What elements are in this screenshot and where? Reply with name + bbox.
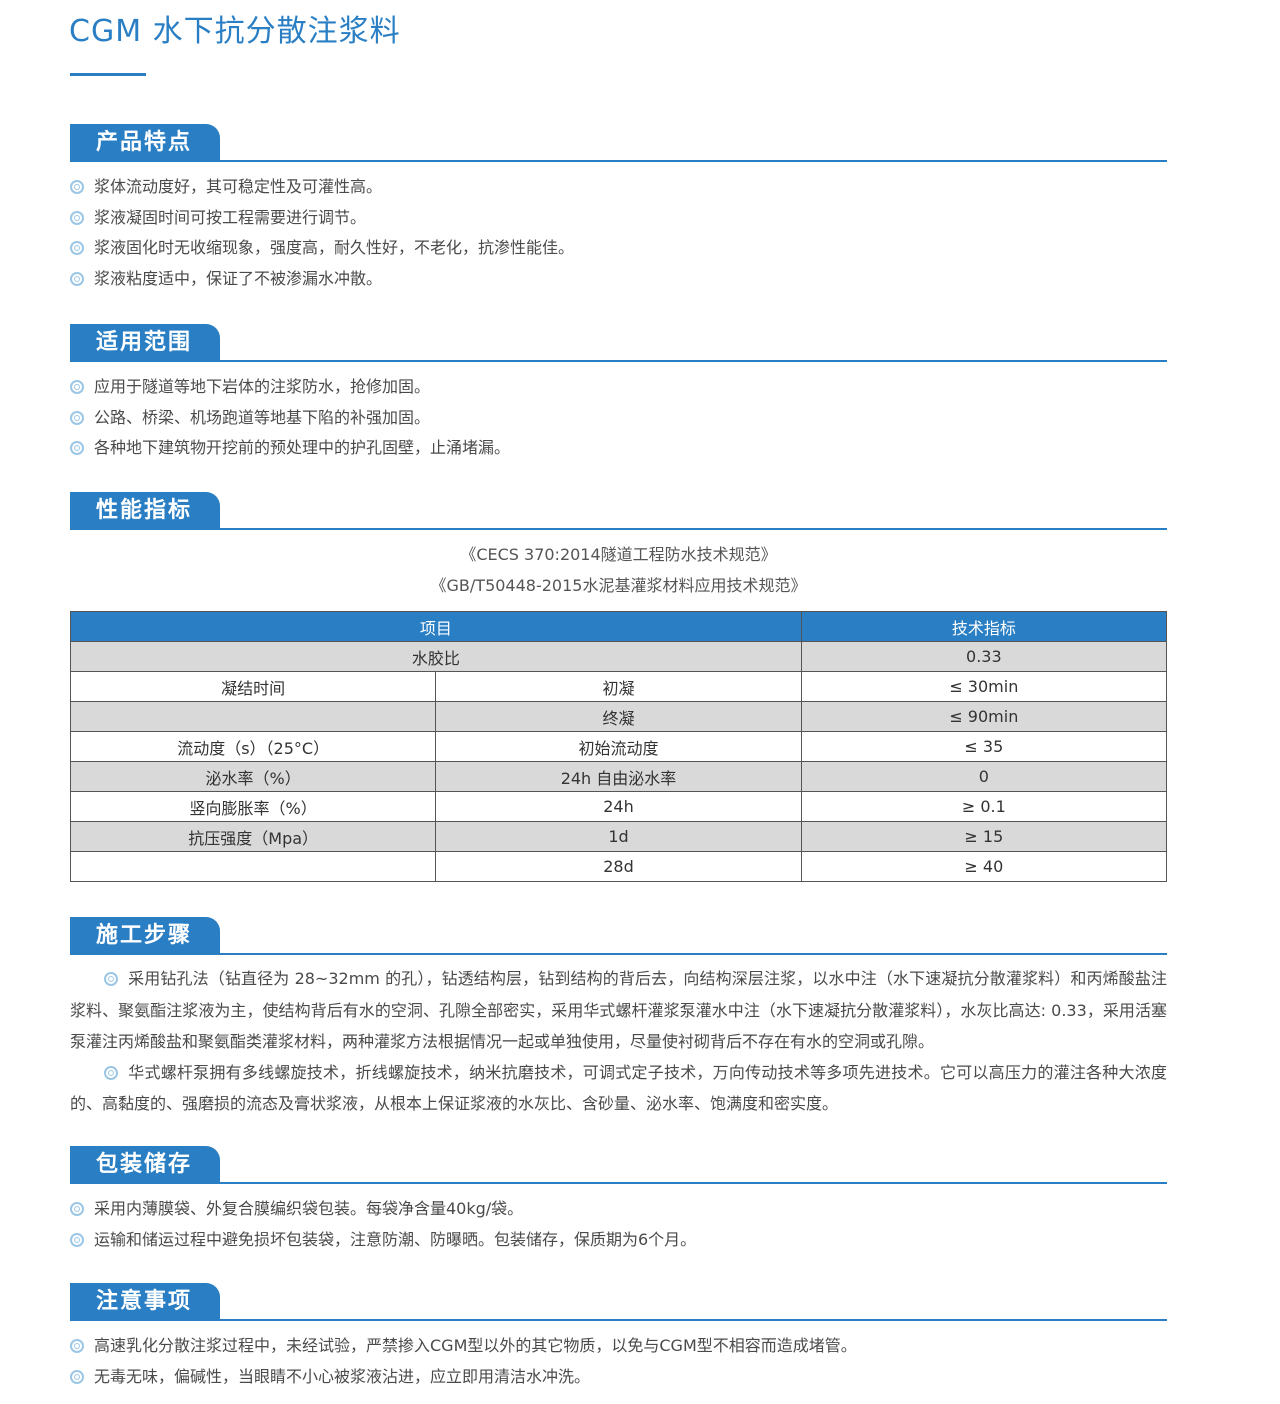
table-row: 流动度（s）（25°C） 初始流动度 ≤ 35 (69, 731, 1168, 762)
divider (70, 953, 1167, 955)
table-cell (69, 701, 437, 732)
double-circle-icon (70, 1202, 84, 1216)
list-item: 无毒无味，偏碱性，当眼睛不小心被浆液沾进，应立即用清洁水冲洗。 (70, 1362, 1167, 1393)
section-heading: 包装储存 (70, 1146, 220, 1184)
table-cell: ≤ 90min (800, 701, 1168, 732)
paragraph: 采用钻孔法（钻直径为 28~32mm 的孔），钻透结构层，钻到结构的背后去，向结… (70, 969, 1167, 1051)
table-cell: 泌水率（%） (69, 761, 437, 792)
double-circle-icon (70, 1369, 84, 1384)
table-cell: ≥ 40 (800, 851, 1168, 882)
double-circle-icon (70, 180, 84, 194)
list-item: 各种地下建筑物开挖前的预处理中的护孔固壁，止涌堵漏。 (70, 433, 1167, 464)
double-circle-icon (70, 1339, 84, 1353)
list-item: 公路、桥梁、机场跑道等地基下陷的补强加固。 (70, 403, 1167, 434)
list-item: 浆体流动度好，其可稳定性及可灌性高。 (70, 172, 1167, 203)
section-heading: 施工步骤 (70, 917, 220, 955)
table-cell: 流动度（s）（25°C） (69, 731, 437, 762)
table-header: 项目 (70, 611, 802, 642)
section-header: 产品特点 (70, 124, 1167, 162)
construction-text: 采用钻孔法（钻直径为 28~32mm 的孔），钻透结构层，钻到结构的背后去，向结… (70, 955, 1167, 1119)
divider (70, 528, 1167, 530)
title-underline (70, 73, 146, 76)
section-header: 注意事项 (70, 1283, 1167, 1321)
list-item: 应用于隧道等地下岩体的注浆防水，抢修加固。 (70, 372, 1167, 403)
section-heading: 适用范围 (70, 324, 220, 362)
divider (70, 160, 1167, 162)
table-cell: 初凝 (435, 671, 802, 702)
table-row: 28d ≥ 40 (69, 851, 1168, 882)
table-cell: 0 (800, 761, 1168, 792)
section-performance: 性能指标 《CECS 370:2014隧道工程防水技术规范》 《GB/T5044… (69, 492, 1168, 882)
table-row: 终凝 ≤ 90min (69, 701, 1168, 732)
divider (70, 1319, 1167, 1321)
double-circle-icon (70, 210, 84, 225)
section-header: 包装储存 (70, 1146, 1167, 1184)
table-cell: ≤ 30min (800, 671, 1168, 702)
spec-table: 项目 技术指标 水胶比 0.33 凝结时间 初凝 ≤ 30min 终凝 ≤ 90min 流动度… (69, 611, 1168, 882)
double-circle-icon (104, 1065, 118, 1080)
table-cell: 24h 自由泌水率 (435, 761, 802, 792)
standard-reference: 《CECS 370:2014隧道工程防水技术规范》 (460, 545, 777, 564)
list-item: 浆液粘度适中，保证了不被渗漏水冲散。 (70, 264, 1167, 295)
section-header: 性能指标 (70, 492, 1167, 530)
double-circle-icon (70, 271, 84, 286)
section-heading: 性能指标 (70, 492, 220, 530)
section-heading: 注意事项 (70, 1283, 220, 1321)
section-heading: 产品特点 (70, 124, 220, 162)
table-cell: 凝结时间 (69, 671, 437, 702)
list-item: 高速乳化分散注浆过程中，未经试验，严禁掺入CGM型以外的其它物质，以免与CGM型… (70, 1331, 1167, 1362)
table-row: 水胶比 0.33 (70, 641, 1168, 672)
list-item: 浆液固化时无收缩现象，强度高，耐久性好，不老化，抗渗性能佳。 (70, 233, 1167, 264)
section-header: 适用范围 (70, 324, 1167, 362)
standard-reference: 《GB/T50448-2015水泥基灌浆材料应用技术规范》 (430, 576, 807, 595)
list-item: 采用内薄膜袋、外复合膜编织袋包装。每袋净含量40kg/袋。 (70, 1194, 1167, 1225)
section-scope: 适用范围 应用于隧道等地下岩体的注浆防水，抢修加固。 公路、桥梁、机场跑道等地基下… (70, 324, 1167, 464)
paragraph: 华式螺杆泵拥有多线螺旋技术，折线螺旋技术，纳米抗磨技术，可调式定子技术，万向传动… (70, 1062, 1167, 1114)
double-circle-icon (70, 380, 84, 394)
divider (70, 1182, 1167, 1184)
double-circle-icon (70, 241, 84, 255)
double-circle-icon (70, 410, 84, 425)
table-row: 竖向膨胀率（%） 24h ≥ 0.1 (69, 791, 1168, 822)
list-item: 浆液凝固时间可按工程需要进行调节。 (70, 203, 1167, 234)
page-title: CGM 水下抗分散注浆料 (69, 14, 401, 49)
table-row: 凝结时间 初凝 ≤ 30min (69, 671, 1168, 702)
table-cell: 初始流动度 (435, 731, 802, 762)
table-cell: 0.33 (800, 641, 1168, 672)
section-notes: 注意事项 高速乳化分散注浆过程中，未经试验，严禁掺入CGM型以外的其它物质，以免… (70, 1283, 1167, 1392)
double-circle-icon (104, 972, 118, 986)
double-circle-icon (70, 1232, 84, 1247)
table-cell: 28d (435, 851, 802, 882)
table-cell: 抗压强度（Mpa） (69, 821, 437, 852)
table-cell: 水胶比 (70, 641, 802, 672)
table-header: 技术指标 (800, 611, 1168, 642)
table-cell: 1d (435, 821, 802, 852)
table-row: 抗压强度（Mpa） 1d ≥ 15 (69, 821, 1168, 852)
table-cell: 终凝 (435, 701, 802, 732)
section-header: 施工步骤 (70, 917, 1167, 955)
double-circle-icon (70, 441, 84, 455)
divider (70, 360, 1167, 362)
table-cell: ≤ 35 (800, 731, 1168, 762)
section-construction: 施工步骤 采用钻孔法（钻直径为 28~32mm 的孔），钻透结构层，钻到结构的背… (70, 917, 1167, 1119)
section-features: 产品特点 浆体流动度好，其可稳定性及可灌性高。 浆液凝固时间可按工程需要进行调节。… (70, 124, 1167, 294)
table-cell: 24h (435, 791, 802, 822)
table-cell: 竖向膨胀率（%） (69, 791, 437, 822)
section-packaging: 包装储存 采用内薄膜袋、外复合膜编织袋包装。每袋净含量40kg/袋。 运输和储运过… (70, 1146, 1167, 1255)
table-cell: ≥ 0.1 (800, 791, 1168, 822)
table-cell (69, 851, 437, 882)
table-row: 泌水率（%） 24h 自由泌水率 0 (69, 761, 1168, 792)
table-cell: ≥ 15 (800, 821, 1168, 852)
list-item: 运输和储运过程中避免损坏包装袋，注意防潮、防曝晒。包装储存，保质期为6个月。 (70, 1225, 1167, 1256)
